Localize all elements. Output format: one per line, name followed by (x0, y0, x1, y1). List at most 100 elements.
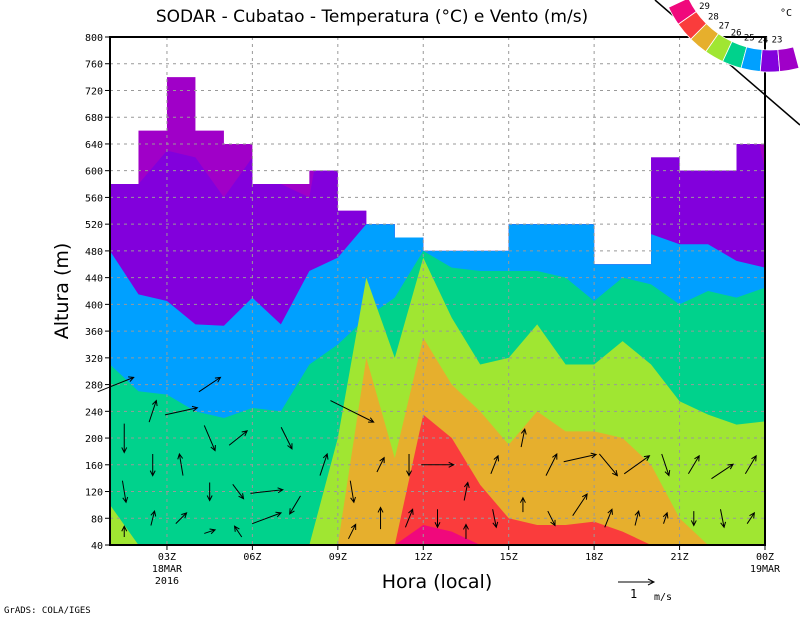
wind-arrow-path (377, 506, 384, 530)
x-tick-year: 2016 (155, 576, 179, 587)
wind-reference: 1 m/s (618, 578, 672, 603)
legend-swatch (777, 46, 800, 73)
legend-label: 25 (744, 33, 755, 43)
legend-label: 26 (731, 29, 742, 39)
legend-label: 23 (772, 36, 783, 46)
y-axis-label: Altura (m) (51, 243, 73, 340)
wind-arrow-path (547, 510, 556, 527)
wind-arrow-path (175, 512, 188, 525)
wind-arrow (228, 430, 249, 446)
y-tick-label: 80 (91, 514, 103, 525)
wind-arrow-path (228, 430, 249, 446)
wind-arrow (377, 506, 384, 530)
wind-arrow (404, 508, 414, 528)
x-axis-label: Hora (local) (382, 571, 493, 593)
wind-arrow (661, 453, 671, 477)
wind-arrow-path (164, 405, 199, 416)
wind-arrow-path (150, 509, 157, 526)
wind-arrow (744, 454, 757, 475)
wind-arrow (97, 376, 135, 393)
wind-vectors (97, 376, 757, 540)
wind-arrow-path (319, 452, 329, 476)
wind-arrow-path (604, 508, 613, 528)
wind-reference-value: 1 (630, 587, 637, 601)
wind-arrow (198, 376, 222, 393)
wind-arrow-path (545, 452, 558, 476)
legend-unit: °C (780, 8, 792, 19)
wind-arrow-path (463, 481, 470, 501)
wind-arrow-path (406, 453, 412, 477)
wind-arrow-path (434, 509, 441, 529)
wind-arrow-path (634, 509, 641, 526)
wind-arrow-path (662, 511, 669, 524)
wind-arrow (545, 452, 558, 476)
wind-arrow (177, 452, 184, 476)
wind-arrow (690, 511, 697, 527)
wind-arrow (121, 525, 128, 538)
wind-arrow (434, 509, 441, 529)
wind-arrow (206, 482, 213, 502)
plot-frame (109, 36, 766, 546)
wind-arrow (572, 493, 588, 516)
wind-arrow-path (280, 427, 293, 450)
wind-arrow-path (233, 525, 243, 538)
wind-arrow-path (520, 427, 527, 448)
x-tick-label: 06Z (243, 552, 261, 563)
wind-arrow-path (121, 480, 129, 504)
wind-arrow-path (149, 453, 156, 477)
wind-arrow-path (572, 493, 588, 516)
legend-label: 28 (708, 13, 719, 23)
wind-arrow-path (492, 509, 499, 529)
wind-arrow-path (121, 525, 128, 538)
wind-arrow-path (121, 423, 128, 454)
wind-arrow (563, 452, 598, 463)
wind-arrow (406, 453, 412, 477)
y-tick-label: 560 (85, 193, 103, 204)
grid (110, 37, 765, 545)
wind-arrow (687, 454, 700, 475)
wind-arrow-path (232, 484, 245, 500)
wind-arrow-path (204, 528, 217, 535)
wind-arrow-path (687, 454, 700, 475)
wind-arrow-path (744, 454, 757, 475)
wind-arrow-path (421, 461, 455, 468)
wind-arrow (490, 454, 500, 474)
wind-arrow-path (203, 425, 216, 452)
wind-arrow-path (661, 453, 671, 477)
wind-reference-arrowhead (647, 578, 656, 586)
y-tick-label: 360 (85, 327, 103, 338)
wind-arrow-path (349, 480, 356, 504)
x-tick-label: 09Z (329, 552, 347, 563)
band-above-28 (110, 414, 765, 545)
y-tick-label: 680 (85, 113, 103, 124)
wind-arrow-path (490, 454, 500, 474)
wind-arrow-path (719, 509, 727, 529)
y-axis-ticks: 40 80 120 160 200 240 280 320 360 400 440 480 520 560… (85, 33, 110, 552)
wind-arrow (150, 509, 157, 526)
wind-arrow (348, 523, 357, 540)
y-tick-label: 200 (85, 434, 103, 445)
x-tick-label: 03Z (158, 552, 176, 563)
wind-arrow (604, 508, 613, 528)
x-tick-label: 15Z (500, 552, 518, 563)
legend-label: 24 (758, 36, 769, 46)
wind-arrow-path (250, 487, 284, 494)
wind-arrow (520, 427, 527, 448)
wind-arrow (349, 480, 356, 504)
wind-arrow (164, 405, 199, 416)
wind-arrow (148, 399, 158, 423)
wind-arrow (662, 511, 669, 524)
wind-arrow (711, 463, 735, 480)
wind-arrow-path (711, 463, 735, 480)
wind-arrow (492, 509, 499, 529)
wind-arrow (421, 461, 455, 468)
wind-arrow-path (563, 452, 598, 463)
wind-arrow (634, 509, 641, 526)
wind-arrow (623, 455, 651, 475)
y-tick-label: 400 (85, 300, 103, 311)
wind-arrow-path (404, 508, 414, 528)
grads-credit: GrADS: COLA/IGES (4, 606, 91, 616)
wind-arrow-path (289, 495, 301, 515)
